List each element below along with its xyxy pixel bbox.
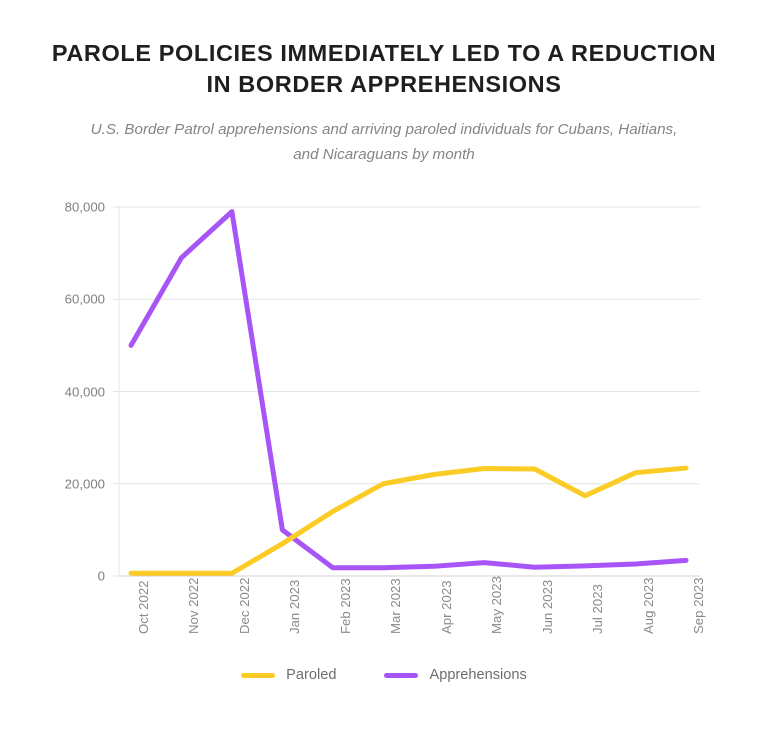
y-axis-tick-label: 40,000 bbox=[64, 383, 105, 399]
x-axis-tick-label: Nov 2022 bbox=[186, 577, 202, 634]
legend-item-apprehensions[interactable]: Apprehensions bbox=[384, 667, 527, 683]
y-axis-tick-label: 80,000 bbox=[64, 199, 105, 215]
grid-lines bbox=[119, 206, 700, 577]
x-axis-tick-label: Jan 2023 bbox=[287, 579, 303, 634]
x-axis-tick-label: Mar 2023 bbox=[388, 578, 404, 634]
chart-legend: Paroled Apprehensions bbox=[0, 668, 768, 683]
x-axis-tick-label: May 2023 bbox=[489, 576, 505, 634]
y-axis-tick-label: 60,000 bbox=[64, 291, 105, 307]
x-axis-tick-label: Jun 2023 bbox=[539, 579, 555, 634]
x-axis-tick-label: Jul 2023 bbox=[590, 584, 606, 634]
y-axis-tick-label: 0 bbox=[97, 568, 105, 584]
chart-header: PAROLE POLICIES IMMEDIATELY LED TO A RED… bbox=[0, 0, 768, 167]
y-axis-tick-label: 20,000 bbox=[64, 476, 105, 492]
x-axis-tick-label: Feb 2023 bbox=[337, 578, 353, 634]
x-axis-tick-label: Dec 2022 bbox=[236, 577, 252, 634]
x-axis-tick-label: Oct 2022 bbox=[136, 580, 151, 634]
x-axis-tick-label: Apr 2023 bbox=[438, 580, 454, 634]
legend-swatch-paroled bbox=[241, 672, 276, 678]
legend-label-paroled: Paroled bbox=[286, 667, 337, 683]
x-axis-tick-label: Sep 2023 bbox=[691, 577, 706, 634]
legend-label-apprehensions: Apprehensions bbox=[429, 667, 527, 683]
chart-subtitle: U.S. Border Patrol apprehensions and arr… bbox=[90, 121, 678, 163]
x-axis-tick-label: Aug 2023 bbox=[640, 577, 656, 634]
series-line-paroled bbox=[128, 465, 689, 576]
page-title: PAROLE POLICIES IMMEDIATELY LED TO A RED… bbox=[51, 40, 717, 98]
legend-item-paroled[interactable]: Paroled bbox=[241, 668, 336, 683]
series-line-apprehensions bbox=[128, 209, 689, 571]
legend-swatch-apprehensions bbox=[384, 672, 419, 678]
